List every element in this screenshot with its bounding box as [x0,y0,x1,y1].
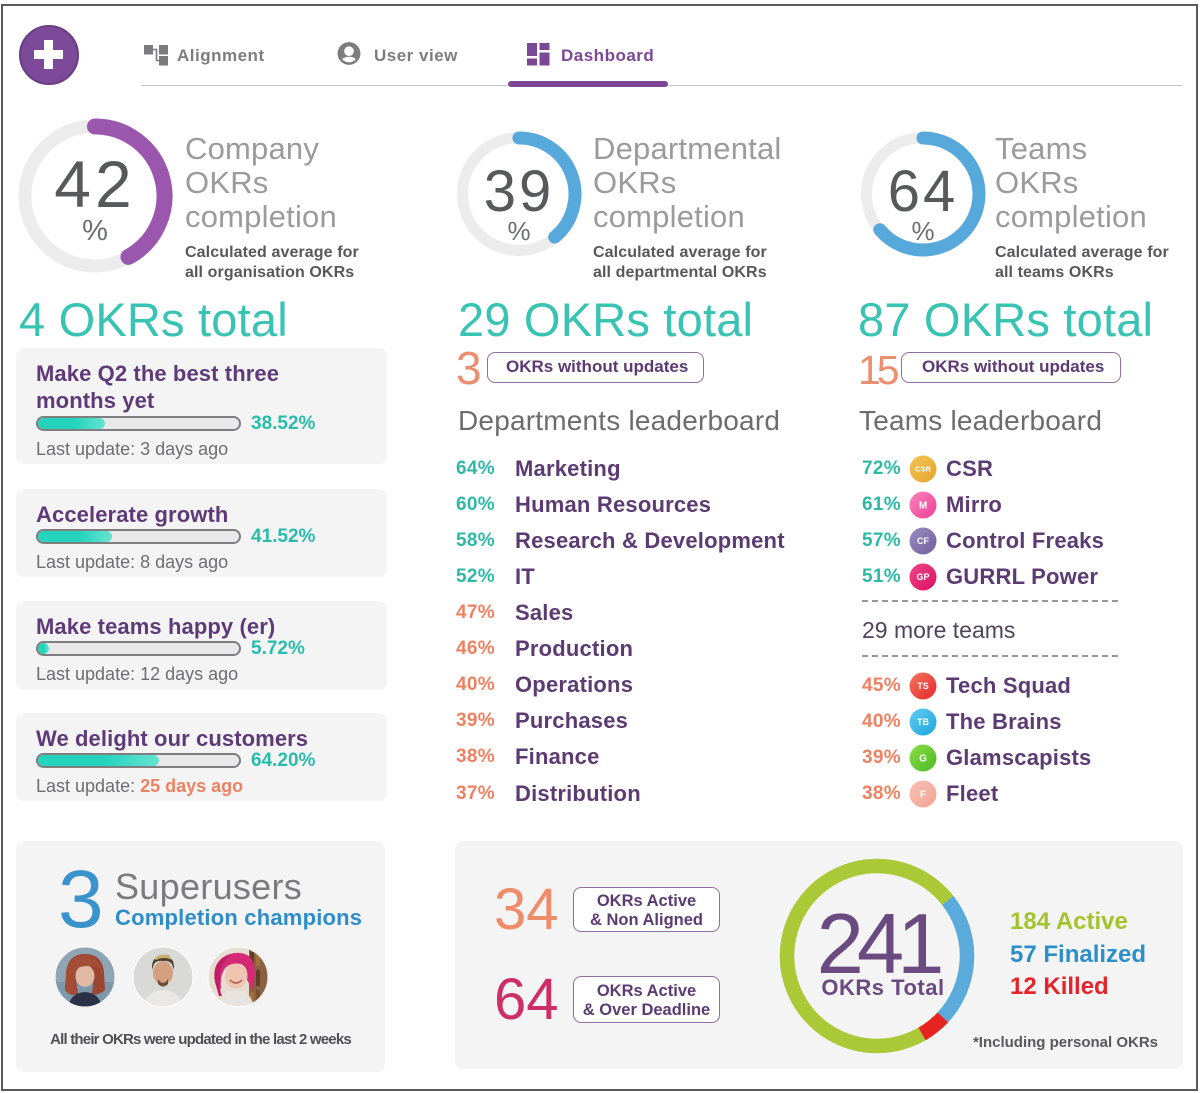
svg-text:CSR: CSR [915,465,931,474]
svg-text:M: M [919,501,927,512]
svg-text:F: F [920,790,926,801]
svg-text:TS: TS [917,681,929,691]
svg-text:CF: CF [917,536,929,546]
svg-text:GP: GP [916,572,929,582]
svg-text:G: G [919,754,927,765]
svg-text:TB: TB [917,717,929,727]
